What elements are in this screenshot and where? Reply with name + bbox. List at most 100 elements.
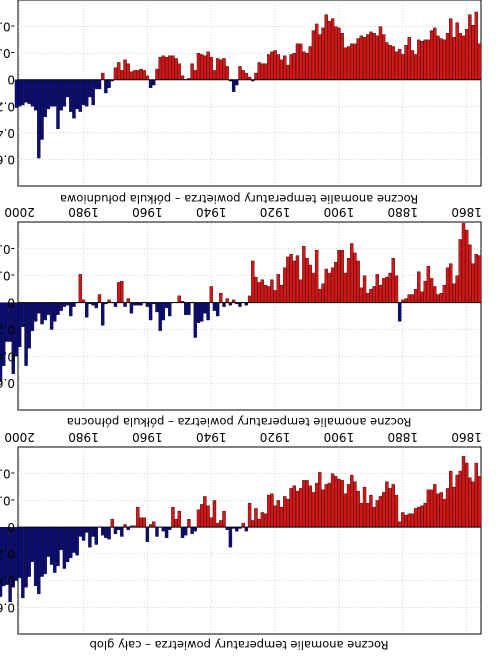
bar-1971 [110,518,114,528]
y-tick-label: 0.6 [0,376,15,390]
bar-1885 [385,481,389,528]
bar-1883 [391,46,395,80]
bar-1901 [334,262,338,303]
bar-1944 [196,302,201,323]
bar-1940 [209,517,213,528]
bar-1929 [244,72,249,80]
bar-1895 [353,481,357,528]
bar-1969 [116,62,121,80]
bar-1892 [362,275,367,303]
bar-1922 [267,286,271,303]
bar-1908 [311,30,316,80]
bar-1991 [46,302,51,315]
bar-2000 [17,79,22,107]
bar-1966 [126,63,130,80]
bar-1878 [407,513,411,528]
bar-2003 [8,526,12,603]
y-tick-label: -0.4 [0,20,15,34]
bar-1920 [273,505,277,528]
bar-1939 [212,500,217,528]
bar-1925 [257,282,261,303]
y-tick-label: -0.2 [0,269,15,283]
bar-1983 [72,79,76,119]
bar-1987 [59,79,63,111]
bar-1910 [305,480,309,528]
bar-1893 [359,502,364,528]
bar-1956 [158,302,162,331]
bar-1908 [311,492,316,528]
bar-1856 [477,476,482,528]
x-tick-label: 1980 [68,430,99,444]
bar-1928 [247,502,252,528]
bar-1897 [346,484,351,528]
bar-1877 [410,513,415,528]
bar-1873 [423,280,427,303]
y-tick-label: 0.6 [0,152,15,166]
bar-1961 [142,70,146,80]
bar-1978 [88,526,92,548]
bar-1977 [91,526,95,537]
bar-1989 [53,302,57,322]
bar-1889 [372,286,376,303]
bar-1956 [158,56,162,80]
bar-1879 [404,44,408,80]
x-tick-label: 1940 [196,205,227,219]
bar-1963 [136,70,140,80]
bar-1876 [413,288,418,303]
bar-1906 [318,288,322,303]
bar-1988 [56,79,60,130]
bar-1976 [94,79,99,90]
bar-1995 [33,79,38,111]
bar-1989 [53,79,57,107]
bar-1902 [330,473,335,528]
bar-1873 [423,502,427,528]
bar-1884 [388,44,392,80]
bars [0,223,482,382]
bar-1973 [104,526,108,539]
bar-1930 [241,70,245,80]
bar-1874 [420,291,424,303]
bar-1991 [46,526,51,557]
y-tick-labels: -0.4 -0.2 0 0.2 0.4 0.6 [0,242,15,390]
y-tick-label: -0.2 [0,46,15,60]
bar-1882 [394,51,399,80]
bar-1954 [164,302,169,309]
bar-1925 [257,62,261,80]
bar-1877 [410,294,415,303]
bar-1914 [292,52,296,80]
bar-1927 [251,260,255,303]
x-tick-labels: 1860 1880 1900 1920 1940 1960 1980 2000 [4,205,482,219]
bar-1859 [468,477,472,528]
bar-1989 [53,526,57,573]
bar-1860 [465,229,469,303]
bar-1872 [426,266,431,303]
bar-1876 [413,508,418,528]
bar-1923 [263,284,268,303]
bar-1962 [139,68,143,80]
bar-1960 [145,526,150,543]
bar-1976 [94,526,99,545]
bar-1863 [455,275,459,303]
bar-1926 [254,72,258,80]
y-tick-label: 0.2 [0,99,15,113]
bar-1896 [350,43,354,80]
bar-1974 [100,526,105,536]
bar-1945 [193,526,197,532]
bar-1931 [238,66,242,80]
bar-1909 [308,264,312,303]
bar-1996 [30,302,35,331]
bar-1858 [471,263,475,303]
bar-1917 [283,496,287,528]
bar-1927 [251,520,255,528]
bar-1885 [385,276,389,303]
bar-1924 [260,512,265,528]
bar-1918 [279,506,284,528]
bar-1858 [471,481,475,528]
bar-1877 [410,50,415,80]
bar-1902 [330,18,335,80]
bar-1974 [100,72,105,80]
bar-1984 [69,526,73,559]
bar-1957 [155,526,159,537]
bar-1925 [257,518,261,528]
